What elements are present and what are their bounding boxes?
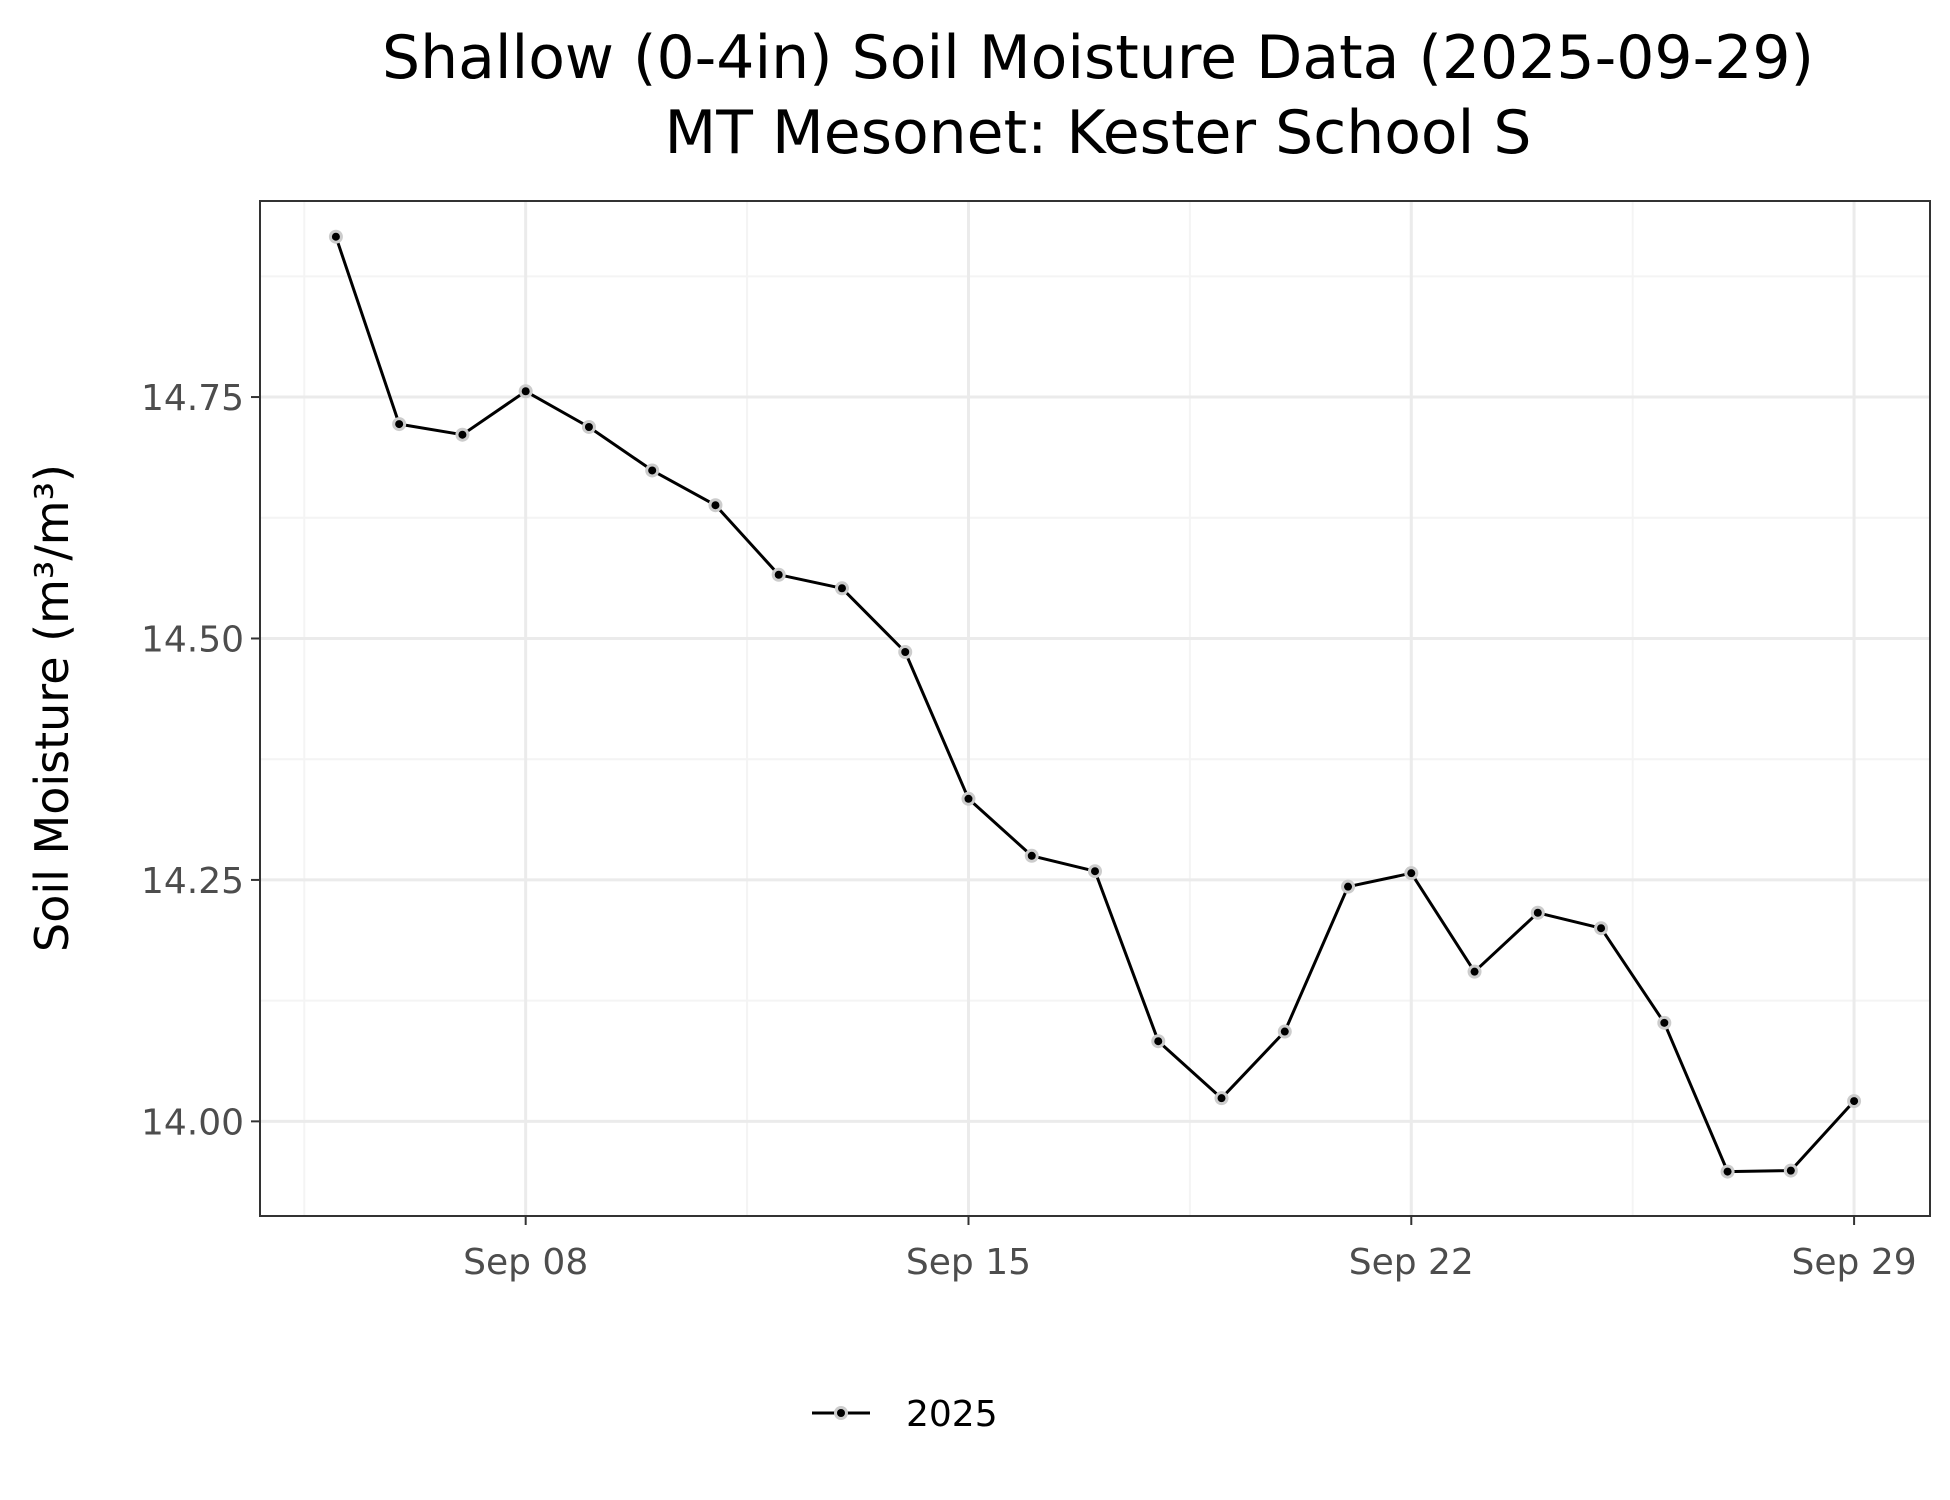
data-point: [1280, 1027, 1289, 1036]
data-point: [1597, 924, 1606, 933]
x-tick-label: Sep 29: [1792, 1242, 1917, 1283]
plot-panel: [260, 201, 1930, 1216]
x-tick-label: Sep 08: [463, 1242, 588, 1283]
data-point: [1344, 882, 1353, 891]
data-point: [1660, 1018, 1669, 1027]
grid-lines: [260, 201, 1930, 1216]
data-point: [774, 570, 783, 579]
data-point: [837, 584, 846, 593]
legend-label-2025: 2025: [906, 1394, 998, 1435]
data-point: [964, 794, 973, 803]
data-point: [1470, 967, 1479, 976]
data-point: [648, 466, 657, 475]
y-tick-label: 14.25: [141, 861, 244, 902]
data-point: [1091, 867, 1099, 876]
legend: 2025: [812, 1394, 998, 1435]
data-point: [1027, 851, 1036, 860]
data-point: [1407, 869, 1416, 878]
chart-subtitle: MT Mesonet: Kester School S: [665, 98, 1532, 168]
y-axis: 14.00 14.25 14.50 14.75: [141, 378, 260, 1143]
x-tick-label: Sep 15: [906, 1242, 1031, 1283]
data-point: [521, 387, 530, 396]
legend-key-point: [837, 1409, 845, 1417]
plot-border: [259, 200, 1931, 1217]
chart-title: Shallow (0-4in) Soil Moisture Data (2025…: [382, 23, 1814, 93]
data-point: [1850, 1097, 1859, 1106]
y-tick-label: 14.50: [141, 619, 244, 660]
data-point: [1533, 908, 1542, 917]
data-point: [1723, 1167, 1732, 1176]
x-tick-label: Sep 22: [1349, 1242, 1474, 1283]
data-point: [458, 430, 467, 439]
x-axis: Sep 08 Sep 15 Sep 22 Sep 29: [463, 1216, 1917, 1283]
data-point: [1217, 1094, 1226, 1103]
y-tick-label: 14.75: [141, 378, 244, 419]
series-2025: [328, 229, 1862, 1179]
y-tick-label: 14.00: [141, 1102, 244, 1143]
y-axis-title: Soil Moisture (m³/m³): [25, 464, 79, 952]
data-point: [584, 422, 593, 431]
data-point: [331, 232, 340, 241]
data-point: [711, 501, 720, 510]
data-point: [901, 648, 910, 657]
data-point: [1786, 1166, 1795, 1175]
data-point: [395, 420, 404, 429]
data-point: [1154, 1037, 1163, 1046]
